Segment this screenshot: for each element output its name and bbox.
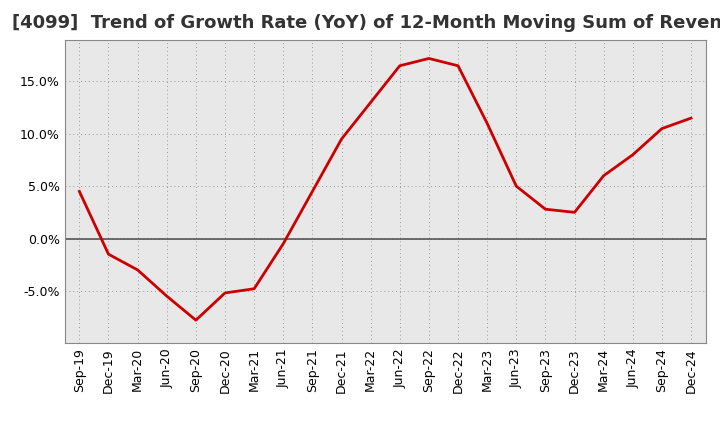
- Title: [4099]  Trend of Growth Rate (YoY) of 12-Month Moving Sum of Revenues: [4099] Trend of Growth Rate (YoY) of 12-…: [12, 15, 720, 33]
